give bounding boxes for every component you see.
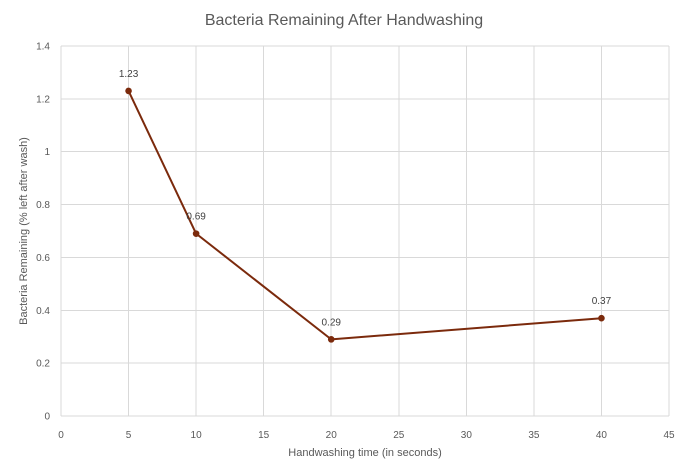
y-tick-label: 0.4 [36,306,50,317]
y-tick-label: 1.2 [36,94,50,105]
data-point [327,336,335,343]
series-line [127,90,602,341]
x-tick-label: 45 [663,430,675,441]
data-point-label: 1.23 [119,69,139,80]
x-tick-label: 0 [58,430,64,441]
data-point-label: 0.37 [592,296,612,307]
series-markers [125,87,605,343]
x-tick-label: 5 [126,430,132,441]
chart-title: Bacteria Remaining After Handwashing [205,12,483,29]
horizontal-gridlines [61,45,669,417]
y-tick-label: 0 [44,412,50,423]
x-tick-label: 25 [393,430,405,441]
x-tick-label: 40 [596,430,608,441]
y-tick-label: 1.4 [36,42,50,53]
y-tick-label: 1 [44,147,50,158]
x-axis-title: Handwashing time (in seconds) [288,447,441,459]
x-axis-tick-labels: 0 5 10 15 20 25 30 35 40 45 [58,430,675,441]
data-point-label: 0.29 [321,317,341,328]
series-polyline [127,90,602,341]
y-tick-label: 0.2 [36,359,50,370]
vertical-gridlines [60,46,670,416]
data-point-label: 0.69 [186,212,206,223]
y-tick-label: 0.6 [36,253,50,264]
x-tick-label: 15 [258,430,270,441]
data-point [598,314,605,322]
data-point [192,230,200,237]
data-point [125,87,132,95]
data-labels: 1.23 0.69 0.29 0.37 [119,69,612,328]
x-tick-label: 30 [461,430,473,441]
y-axis-title: Bacteria Remaining (% left after wash) [18,137,30,325]
x-tick-label: 35 [528,430,540,441]
y-axis-tick-labels: 0 0.2 0.4 0.6 0.8 1 1.2 1.4 [36,42,50,423]
y-tick-label: 0.8 [36,200,50,211]
x-tick-label: 20 [326,430,338,441]
x-tick-label: 10 [191,430,203,441]
